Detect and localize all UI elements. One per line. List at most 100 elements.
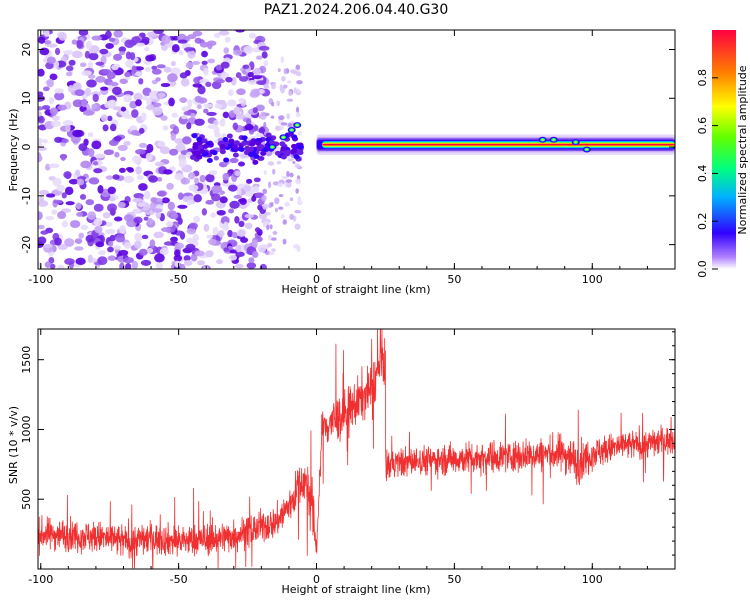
noise-blob bbox=[287, 158, 294, 162]
noise-blob bbox=[72, 82, 80, 90]
noise-blob bbox=[201, 50, 208, 58]
noise-blob bbox=[112, 174, 120, 180]
noise-blob bbox=[154, 253, 165, 263]
noise-blob bbox=[49, 107, 59, 116]
signal-blob bbox=[192, 142, 199, 148]
noise-blob bbox=[229, 200, 240, 209]
noise-blob bbox=[123, 175, 135, 184]
snr-x-ticks: -100 -50 0 50 100 bbox=[28, 329, 676, 586]
signal-blob bbox=[279, 141, 286, 147]
snr-series-line bbox=[38, 329, 675, 569]
noise-blob bbox=[207, 124, 218, 129]
noise-blob bbox=[171, 112, 178, 118]
noise-blob bbox=[120, 106, 127, 112]
noise-blob bbox=[252, 107, 258, 114]
noise-blob bbox=[262, 188, 268, 195]
colorbar-tick-label: 0.0 bbox=[696, 260, 709, 278]
noise-blob bbox=[68, 178, 79, 185]
noise-blob bbox=[136, 42, 146, 47]
noise-blob bbox=[127, 167, 135, 173]
noise-blob bbox=[212, 226, 219, 236]
noise-blob bbox=[295, 178, 302, 185]
noise-blob bbox=[274, 197, 280, 205]
noise-blob bbox=[91, 35, 103, 41]
noise-blob bbox=[124, 39, 135, 49]
noise-blob bbox=[190, 253, 198, 262]
noise-blob bbox=[178, 49, 184, 56]
noise-blob bbox=[38, 153, 42, 162]
noise-blob bbox=[186, 227, 197, 235]
noise-blob bbox=[179, 72, 188, 79]
noise-blob bbox=[118, 167, 126, 173]
noise-blob bbox=[170, 236, 178, 243]
noise-blob bbox=[235, 113, 246, 120]
noise-blob bbox=[258, 45, 270, 51]
noise-blob bbox=[151, 208, 163, 213]
noise-blob bbox=[193, 194, 202, 203]
noise-blob bbox=[245, 118, 252, 126]
spectrogram-x-axis-label: Height of straight line (km) bbox=[281, 283, 430, 296]
spectrogram-y-axis-label: Frequency (Hz) bbox=[7, 109, 20, 192]
signal-blob bbox=[260, 150, 267, 156]
noise-blob bbox=[167, 73, 178, 83]
noise-blob bbox=[238, 161, 245, 167]
noise-blob bbox=[131, 260, 139, 269]
noise-blob bbox=[119, 78, 128, 85]
noise-blob bbox=[197, 260, 206, 266]
noise-blob bbox=[143, 216, 149, 221]
y-tick-label: 20 bbox=[20, 43, 33, 57]
noise-blob bbox=[76, 40, 84, 49]
noise-blob bbox=[149, 239, 156, 249]
noise-blob bbox=[203, 103, 213, 108]
noise-blob bbox=[41, 105, 51, 110]
signal-blob bbox=[238, 146, 245, 152]
noise-blob bbox=[251, 250, 259, 258]
noise-blob bbox=[81, 70, 92, 77]
noise-blob bbox=[113, 53, 123, 61]
noise-blob bbox=[79, 62, 87, 68]
noise-blob bbox=[74, 169, 81, 177]
x-tick-label: 100 bbox=[582, 573, 603, 586]
signal-blob bbox=[280, 154, 287, 160]
noise-blob bbox=[216, 79, 225, 84]
noise-blob bbox=[219, 196, 228, 204]
x-tick-label: -100 bbox=[28, 573, 53, 586]
noise-blob bbox=[205, 250, 214, 258]
noise-blob bbox=[38, 146, 48, 151]
signal-blob bbox=[241, 135, 248, 141]
x-tick-label: -50 bbox=[170, 273, 188, 286]
noise-blob bbox=[180, 177, 191, 185]
noise-blob bbox=[123, 140, 131, 146]
noise-blob bbox=[187, 34, 197, 40]
noise-blob bbox=[222, 111, 230, 119]
noise-blob bbox=[186, 200, 194, 206]
noise-blob bbox=[199, 174, 206, 183]
noise-blob bbox=[170, 60, 176, 67]
noise-blob bbox=[145, 104, 155, 111]
noise-blob bbox=[42, 243, 53, 248]
snr-y-ticks: 500 1000 1500 bbox=[20, 331, 675, 556]
noise-blob bbox=[38, 262, 43, 268]
noise-blob bbox=[97, 185, 104, 194]
noise-blob bbox=[153, 231, 164, 239]
noise-blob bbox=[251, 74, 263, 80]
noise-blob bbox=[223, 221, 229, 230]
noise-blob bbox=[270, 237, 277, 241]
noise-blob bbox=[278, 206, 284, 210]
signal-band bbox=[322, 143, 675, 146]
noise-blob bbox=[295, 112, 301, 118]
noise-blob bbox=[228, 184, 238, 192]
noise-blob bbox=[38, 236, 47, 245]
noise-blob bbox=[159, 146, 170, 155]
noise-blob bbox=[285, 179, 293, 183]
noise-blob bbox=[239, 197, 247, 206]
signal-spot bbox=[585, 148, 588, 151]
noise-blob bbox=[61, 138, 69, 144]
noise-blob bbox=[75, 257, 86, 266]
noise-blob bbox=[247, 79, 257, 85]
noise-blob bbox=[286, 113, 290, 120]
colorbar-tick-label: 0.2 bbox=[696, 212, 709, 230]
noise-blob bbox=[51, 120, 62, 127]
noise-blob bbox=[174, 173, 185, 181]
noise-blob bbox=[81, 98, 88, 108]
